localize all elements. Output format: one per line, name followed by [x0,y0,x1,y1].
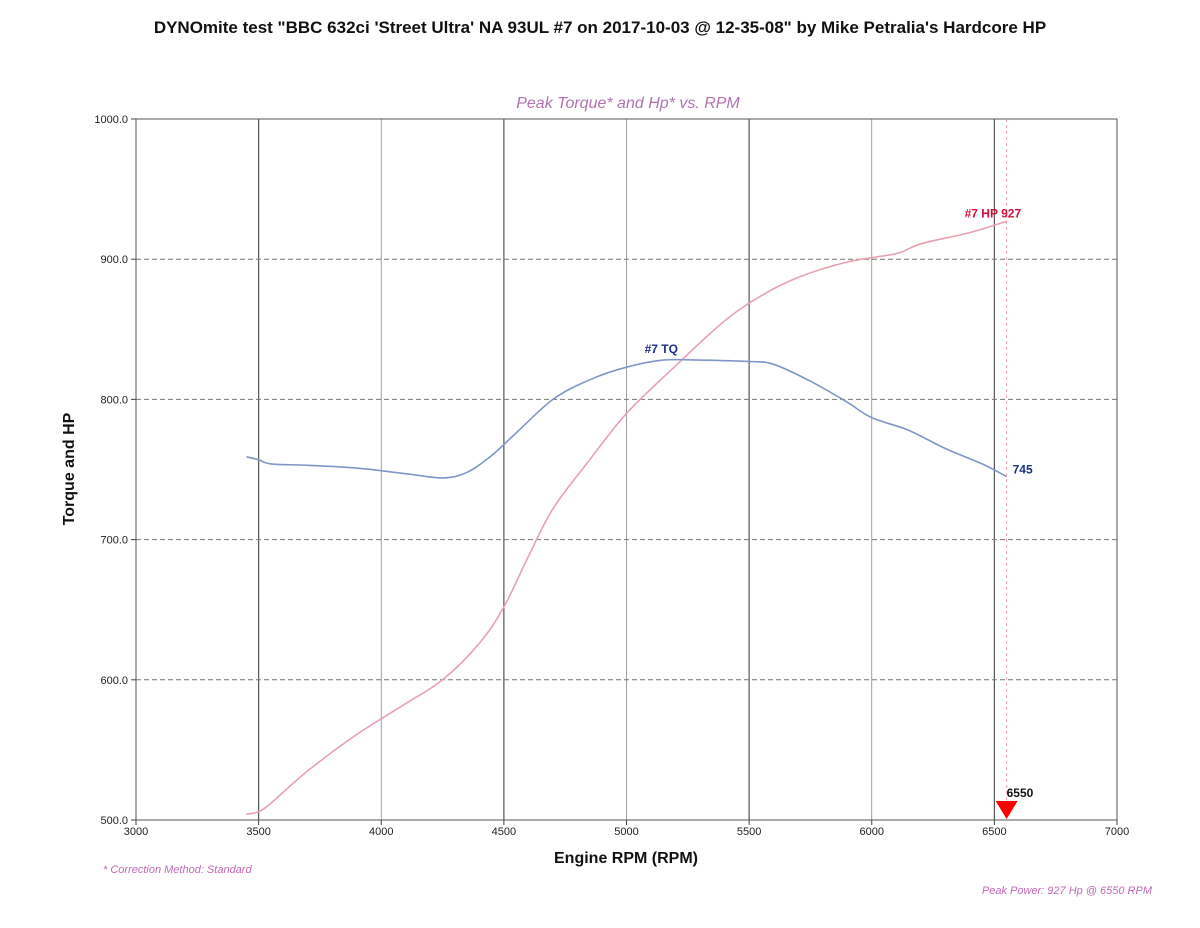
y-axis-label: Torque and HP [61,412,78,525]
x-tick-label: 6000 [860,826,884,838]
chart-title: Peak Torque* and Hp* vs. RPM [516,95,740,112]
axis-ticks: 3000 3500 4000 4500 5000 5500 6000 6500 7000 500.… [94,114,1129,838]
peak-rpm-marker [995,801,1018,819]
hp-series-label: #7 HP 927 [965,206,1022,220]
x-tick-label: 4000 [369,826,393,838]
series-lines [246,220,1007,816]
correction-method-note: * Correction Method: Standard [103,864,252,876]
y-tick-label: 1000.0 [94,114,128,126]
annotations: #7 HP 927 #7 TQ 745 6550 [645,119,1034,820]
peak-power-note: Peak Power: 927 Hp @ 6550 RPM [981,885,1152,897]
x-tick-label: 3500 [246,826,270,838]
x-axis-label: Engine RPM (RPM) [554,850,698,867]
tq-series-label: #7 TQ [645,342,678,356]
y-tick-label: 700.0 [100,535,128,547]
tq-end-value-label: 745 [1013,463,1033,477]
x-tick-label: 5000 [614,826,638,838]
page-title: DYNOmite test "BBC 632ci 'Street Ultra' … [153,18,1047,37]
x-tick-label: 4500 [492,826,516,838]
y-tick-label: 900.0 [100,254,128,266]
x-tick-label: 6500 [982,826,1006,838]
y-tick-label: 500.0 [100,815,128,827]
grid [136,118,1117,820]
y-tick-label: 800.0 [100,394,128,406]
x-tick-label: 3000 [124,826,148,838]
hp-series-line [246,220,1007,816]
tq-series-line [246,358,1007,479]
peak-rpm-label: 6550 [1007,786,1034,800]
x-tick-label: 5500 [737,826,761,838]
x-tick-label: 7000 [1105,826,1129,838]
y-tick-label: 600.0 [100,675,128,687]
